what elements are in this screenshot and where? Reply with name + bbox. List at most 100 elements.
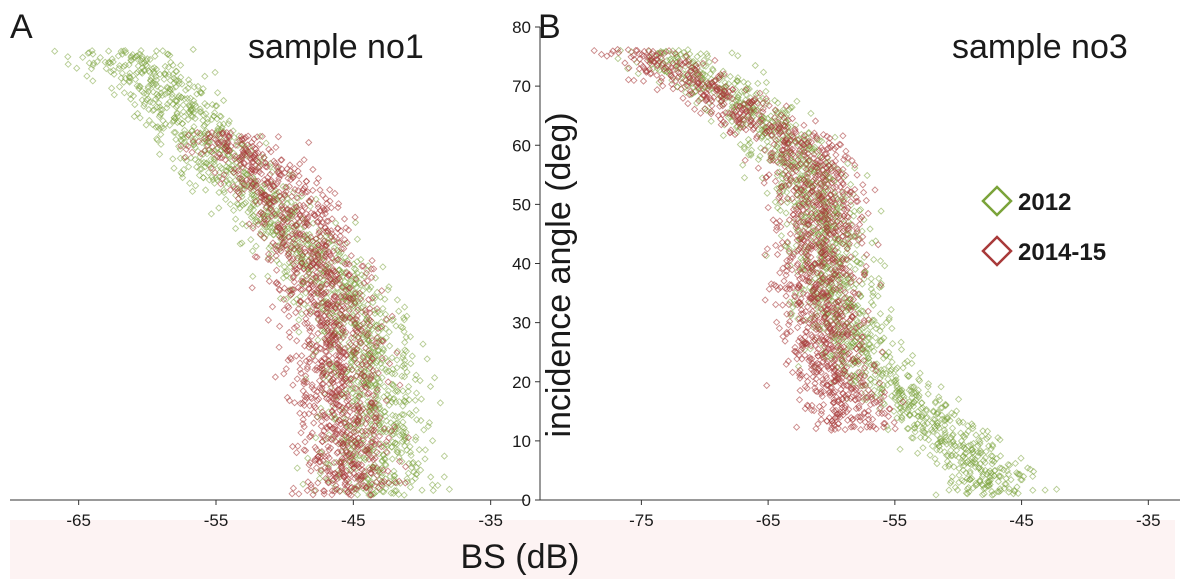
data-point-2012 [852,266,858,272]
data-point-2014-15 [348,253,354,259]
data-point-2014-15 [290,382,296,388]
data-point-2012 [889,325,895,331]
data-point-2012 [761,69,767,75]
data-point-2014-15 [311,420,317,426]
data-point-2014-15 [804,373,810,379]
data-point-2014-15 [301,424,307,430]
data-point-2014-15 [274,267,280,273]
data-point-2012 [202,73,208,79]
data-point-2012 [200,175,206,181]
data-point-2012 [390,316,396,322]
data-point-2012 [946,487,952,493]
data-point-2014-15 [762,297,768,303]
data-point-2012 [132,102,138,108]
data-point-2014-15 [774,319,780,325]
data-point-2012 [296,317,302,323]
data-point-2014-15 [310,187,316,193]
data-point-2012 [385,287,391,293]
data-point-2012 [74,65,80,71]
data-point-2014-15 [301,157,307,163]
data-point-2012 [412,397,418,403]
data-point-2014-15 [870,416,876,422]
data-point-2012 [437,400,443,406]
data-point-2012 [416,447,422,453]
data-point-2014-15 [389,313,395,319]
data-point-2014-15 [786,322,792,328]
data-point-2014-15 [797,388,803,394]
data-point-2014-15 [773,302,779,308]
data-point-2012 [925,391,931,397]
data-point-2012 [884,382,890,388]
data-point-2014-15 [342,216,348,222]
data-point-2012 [871,257,877,263]
data-point-2012 [435,482,441,488]
data-point-2012 [422,456,428,462]
data-point-2012 [615,56,621,62]
data-point-2012 [187,180,193,186]
data-point-2014-15 [300,388,306,394]
x-tick-label: -35 [478,511,503,530]
data-point-2012 [407,484,413,490]
data-point-2014-15 [302,439,308,445]
data-point-2012 [216,205,222,211]
data-point-2012 [763,80,769,86]
data-point-2012 [926,437,932,443]
data-point-2012 [735,53,741,59]
data-point-2012 [920,445,926,451]
data-point-2012 [832,134,838,140]
data-point-2012 [160,48,166,54]
data-point-2012 [223,196,229,202]
data-point-2012 [381,384,387,390]
data-point-2012 [430,488,436,494]
data-point-2014-15 [277,323,283,329]
data-point-2012 [208,211,214,217]
data-point-2012 [997,437,1003,443]
data-point-2012 [296,329,302,335]
data-point-2012 [402,304,408,310]
data-point-2014-15 [250,225,256,231]
data-point-2014-15 [297,360,303,366]
data-point-2012 [428,384,434,390]
data-point-2012 [233,216,239,222]
panel-a-title: sample no1 [248,28,424,66]
data-point-2014-15 [403,464,409,470]
data-point-2012 [80,54,86,60]
data-point-2012 [197,172,203,178]
data-point-2012 [899,347,905,353]
data-point-2014-15 [296,491,302,497]
data-point-2012 [231,207,237,213]
data-point-2012 [382,296,388,302]
x-tick-label: -65 [66,511,91,530]
data-point-2012 [396,308,402,314]
data-point-2014-15 [787,319,793,325]
data-point-2012 [430,438,436,444]
data-point-2012 [121,90,127,96]
data-point-2012 [380,306,386,312]
data-point-2014-15 [276,344,282,350]
data-point-2012 [90,78,96,84]
data-point-2014-15 [273,144,279,150]
data-point-2012 [250,273,256,279]
data-point-2014-15 [821,402,827,408]
data-point-2012 [694,54,700,60]
data-point-2012 [390,412,396,418]
data-point-2012 [150,100,156,106]
data-point-2014-15 [842,427,848,433]
data-point-2012 [877,311,883,317]
data-point-2012 [239,221,245,227]
data-point-2012 [694,100,700,106]
data-point-2012 [171,165,177,171]
data-point-2012 [250,248,256,254]
data-point-2012 [409,353,415,359]
data-point-2012 [720,68,726,74]
data-point-2012 [995,435,1001,441]
data-point-2012 [973,432,979,438]
data-point-2012 [402,339,408,345]
data-point-2014-15 [289,491,295,497]
data-point-2012 [418,396,424,402]
data-point-2012 [178,62,184,68]
data-point-2014-15 [275,134,281,140]
data-point-2014-15 [298,430,304,436]
data-point-2012 [193,183,199,189]
